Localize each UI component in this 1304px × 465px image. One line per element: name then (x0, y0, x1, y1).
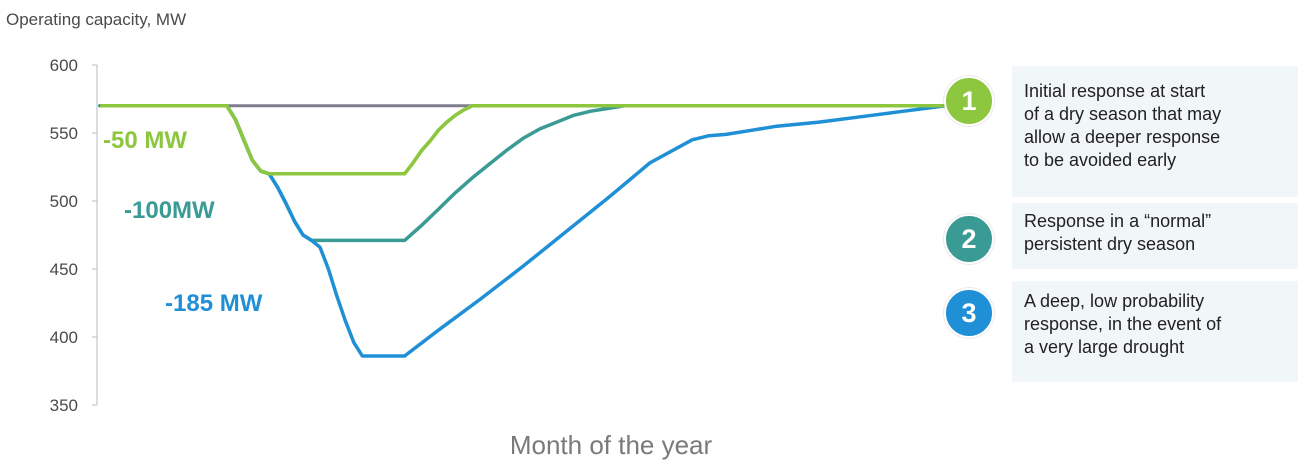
legend-1-line: Initial response at start (1024, 81, 1206, 101)
legend-1-line: to be avoided early (1024, 150, 1177, 170)
legend-text-1: Initial response at start of a dry seaso… (1024, 80, 1294, 172)
annotation-185mw: -185 MW (165, 290, 263, 317)
y-tick-label: 500 (50, 192, 78, 211)
series-line-2 (98, 104, 948, 243)
y-axis-title: Operating capacity, MW (6, 10, 186, 29)
legend-panel-1 (1012, 66, 1298, 197)
legend-3-line: A deep, low probability (1024, 291, 1205, 311)
legend-1-line: of a dry season that may (1024, 104, 1222, 124)
y-tick-label: 600 (50, 56, 78, 75)
legend-text-3: A deep, low probability response, in the… (1024, 290, 1294, 359)
y-axis: 600 550 500 450 400 350 (50, 56, 98, 415)
annotation-50mw: -50 MW (103, 127, 187, 154)
legend-3-line: response, in the event of (1024, 314, 1222, 334)
legend-1-line: allow a deeper response (1024, 127, 1221, 147)
legend-badge-3: 3 (944, 288, 994, 338)
legend-2-line: Response in a “normal” (1024, 211, 1212, 231)
legend-panel-2 (1012, 203, 1298, 269)
legend-3-line: a very large drought (1024, 337, 1185, 357)
legend-text-2: Response in a “normal” persistent dry se… (1024, 210, 1294, 256)
series-line-1-overlay (100, 104, 946, 176)
x-axis-title: Month of the year (510, 430, 713, 460)
annotation-100mw: -100MW (124, 197, 215, 224)
y-tick-label: 350 (50, 396, 78, 415)
y-tick-label: 450 (50, 260, 78, 279)
series-line-3 (98, 104, 948, 358)
y-tick-label: 400 (50, 328, 78, 347)
legend-badge-2: 2 (944, 214, 994, 264)
series-layer (98, 104, 948, 358)
legend-badge-1: 1 (944, 76, 994, 126)
legend-panel-3 (1012, 281, 1298, 382)
y-tick-label: 550 (50, 124, 78, 143)
legend-2-line: persistent dry season (1024, 234, 1196, 254)
